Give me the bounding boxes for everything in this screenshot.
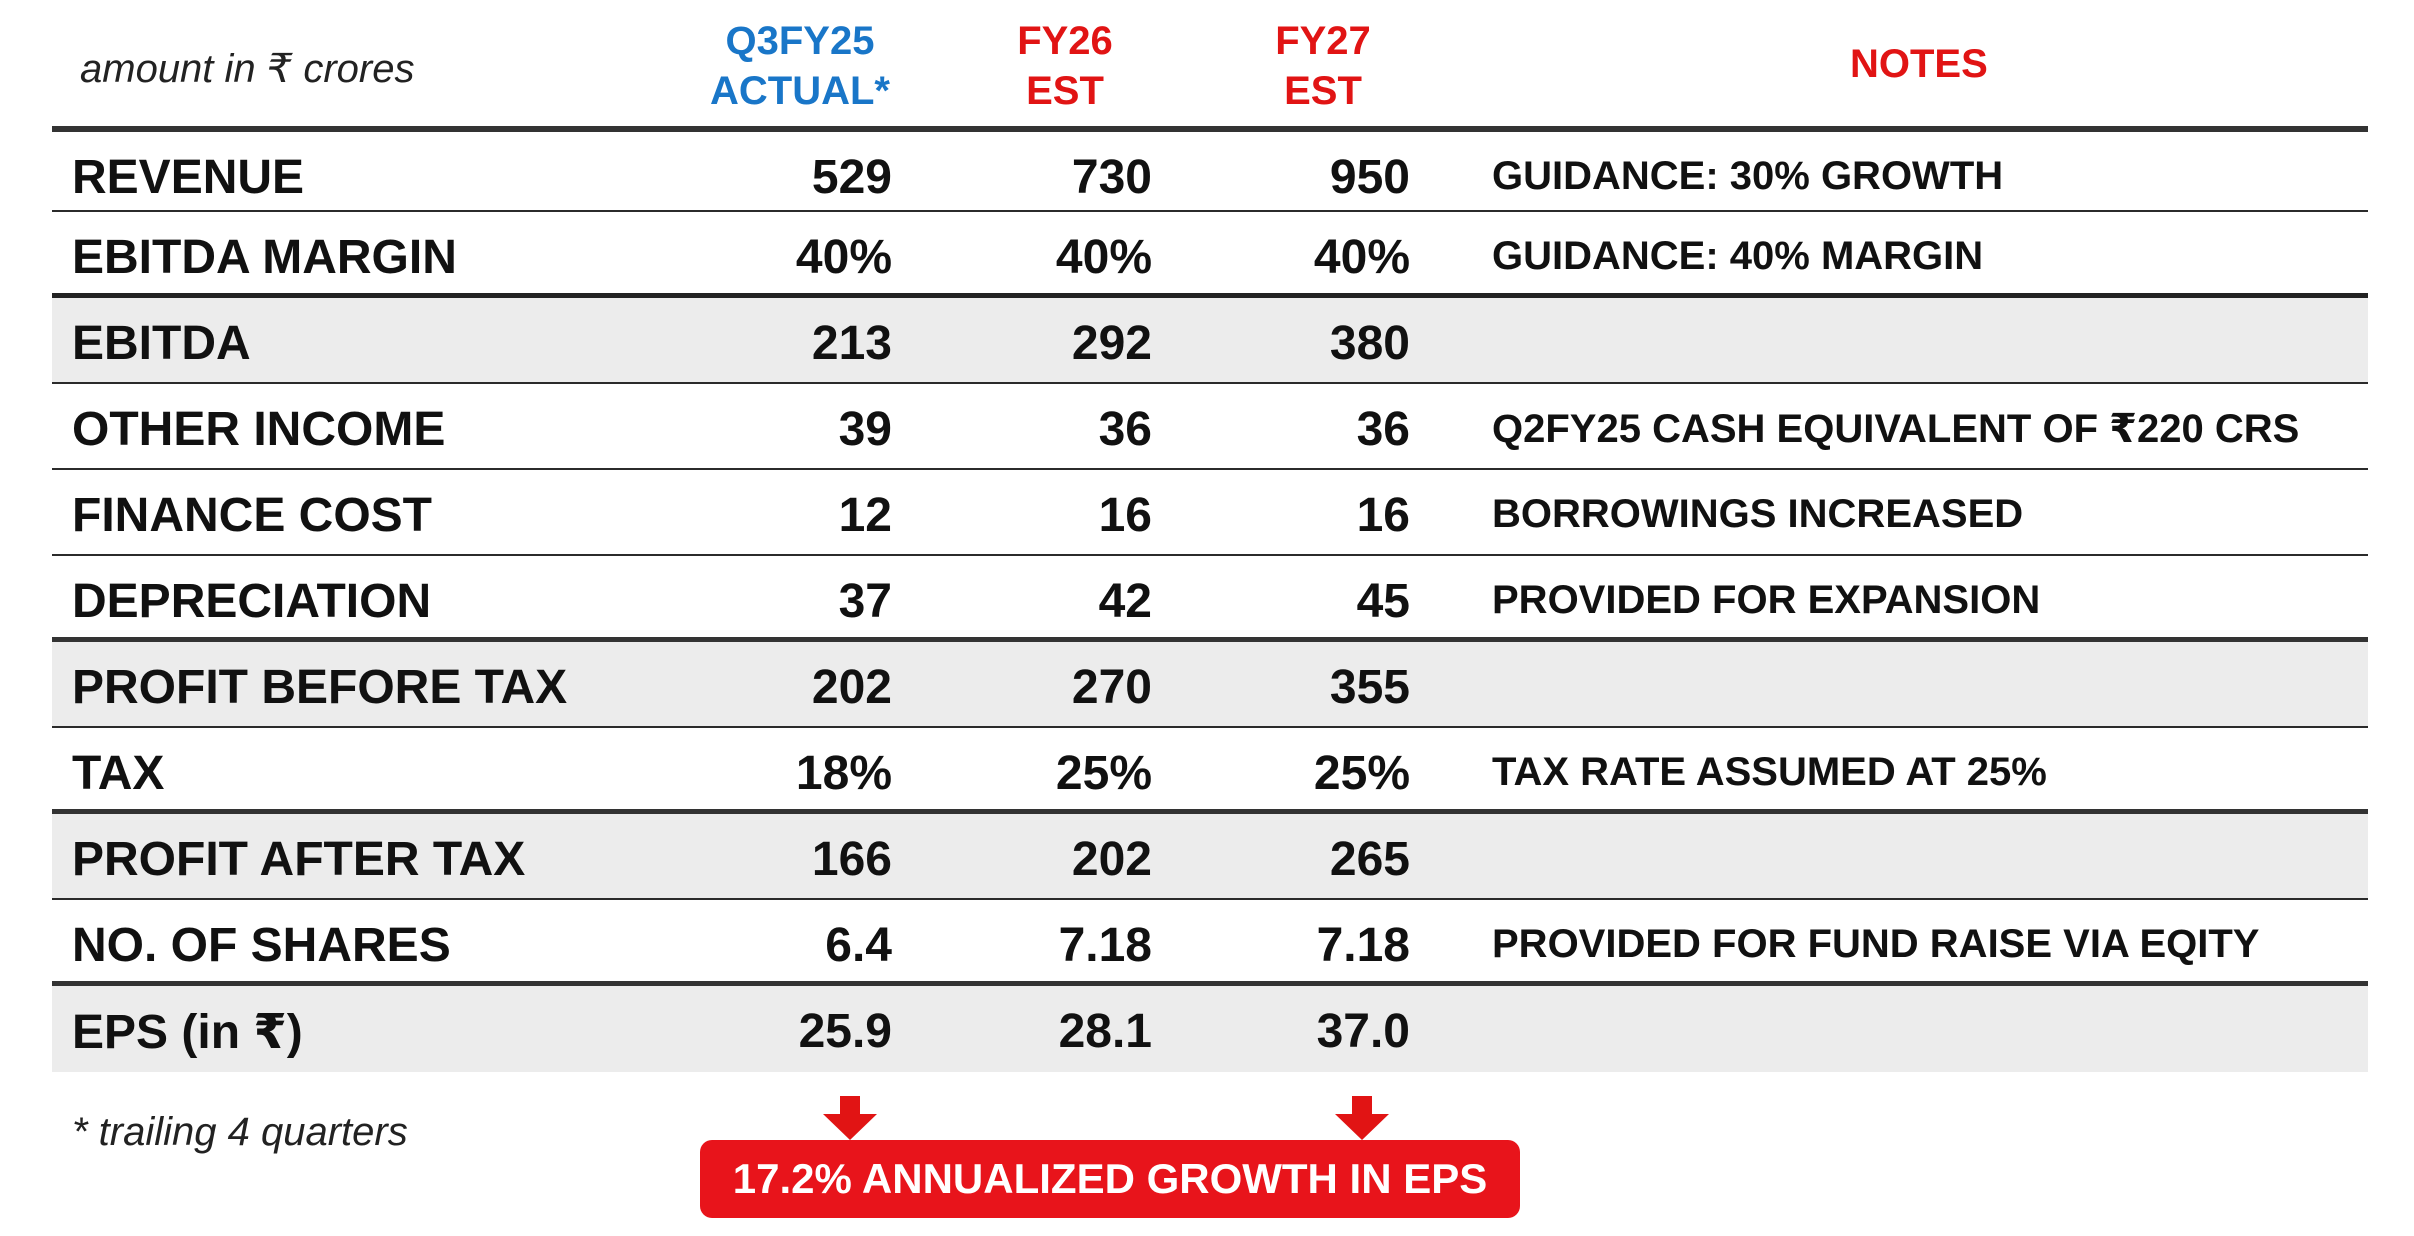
cell-fy26: 292 — [1071, 317, 1152, 370]
cell-q3fy25: 529 — [811, 151, 892, 204]
cell-note: PROVIDED FOR EXPANSION — [1492, 578, 2041, 622]
cell-note: BORROWINGS INCREASED — [1492, 492, 2024, 536]
row-label: REVENUE — [72, 151, 305, 204]
row-label: NO. OF SHARES — [72, 919, 451, 972]
column-header-line: EST — [1284, 69, 1362, 113]
cell-fy27: 40% — [1313, 231, 1410, 284]
cell-fy27: 37.0 — [1316, 1005, 1410, 1058]
table-row-revenue: REVENUE 529 730 950 GUIDANCE: 30% GROWTH — [52, 126, 2368, 212]
column-header-q3fy25-actual: Q3FY25 ACTUAL* — [670, 16, 930, 116]
row-label: DEPRECIATION — [72, 575, 432, 628]
footnote: * trailing 4 quarters — [72, 1110, 408, 1154]
cell-fy26: 28.1 — [1058, 1005, 1152, 1058]
column-header-line: ACTUAL* — [710, 69, 890, 113]
table-row-profit-after-tax: PROFIT AFTER TAX 166 202 265 — [52, 814, 2368, 900]
column-header-fy26-est: FY26 EST — [1000, 16, 1130, 116]
table-row-ebitda: EBITDA 213 292 380 — [52, 298, 2368, 384]
unit-label: amount in ₹ crores — [80, 47, 415, 91]
cell-q3fy25: 37 — [838, 575, 892, 628]
table-row-finance-cost: FINANCE COST 12 16 16 BORROWINGS INCREAS… — [52, 470, 2368, 556]
cell-note: TAX RATE ASSUMED AT 25% — [1492, 750, 2047, 794]
table-row-eps: EPS (in ₹) 25.9 28.1 37.0 — [52, 986, 2368, 1072]
cell-fy26: 40% — [1055, 231, 1152, 284]
cell-fy27: 950 — [1329, 151, 1410, 204]
row-label: EPS (in ₹) — [72, 1006, 303, 1059]
cell-fy26: 16 — [1098, 489, 1152, 542]
row-label: PROFIT AFTER TAX — [72, 833, 526, 886]
cell-fy27: 7.18 — [1316, 919, 1410, 972]
cell-note: GUIDANCE: 30% GROWTH — [1492, 154, 2004, 198]
row-label: EBITDA — [72, 317, 251, 370]
cell-fy27: 45 — [1356, 575, 1410, 628]
cell-fy26: 42 — [1098, 575, 1152, 628]
column-header-line: EST — [1026, 69, 1104, 113]
cell-fy26: 36 — [1098, 403, 1152, 456]
row-label: OTHER INCOME — [72, 403, 446, 456]
cell-fy27: 355 — [1329, 661, 1410, 714]
cell-q3fy25: 6.4 — [825, 919, 892, 972]
cell-fy27: 36 — [1356, 403, 1410, 456]
row-label: FINANCE COST — [72, 489, 432, 542]
cell-q3fy25: 40% — [795, 231, 892, 284]
eps-growth-callout: 17.2% ANNUALIZED GROWTH IN EPS — [700, 1140, 1520, 1218]
column-header-fy27-est: FY27 EST — [1258, 16, 1388, 116]
table-row-depreciation: DEPRECIATION 37 42 45 PROVIDED FOR EXPAN… — [52, 556, 2368, 642]
cell-note: PROVIDED FOR FUND RAISE VIA EQITY — [1492, 922, 2260, 966]
cell-fy27: 16 — [1356, 489, 1410, 542]
table-row-other-income: OTHER INCOME 39 36 36 Q2FY25 CASH EQUIVA… — [52, 384, 2368, 470]
column-header-line: Q3FY25 — [725, 19, 875, 63]
cell-fy27: 25% — [1313, 747, 1410, 800]
table-row-ebitda-margin: EBITDA MARGIN 40% 40% 40% GUIDANCE: 40% … — [52, 212, 2368, 298]
cell-q3fy25: 12 — [838, 489, 892, 542]
cell-q3fy25: 39 — [838, 403, 892, 456]
row-label: TAX — [72, 747, 165, 800]
column-header-notes: NOTES — [1850, 42, 1988, 86]
cell-q3fy25: 202 — [811, 661, 892, 714]
column-header-line: FY27 — [1275, 19, 1371, 63]
cell-q3fy25: 213 — [811, 317, 892, 370]
cell-note: GUIDANCE: 40% MARGIN — [1492, 234, 1984, 278]
cell-q3fy25: 25.9 — [798, 1005, 892, 1058]
cell-fy26: 202 — [1071, 833, 1152, 886]
cell-q3fy25: 18% — [795, 747, 892, 800]
row-label: PROFIT BEFORE TAX — [72, 661, 568, 714]
financial-estimates-table: REVENUE 529 730 950 GUIDANCE: 30% GROWTH… — [52, 126, 2368, 1072]
row-label: EBITDA MARGIN — [72, 231, 457, 284]
table-row-profit-before-tax: PROFIT BEFORE TAX 202 270 355 — [52, 642, 2368, 728]
cell-fy26: 270 — [1071, 661, 1152, 714]
cell-fy26: 7.18 — [1058, 919, 1152, 972]
column-header-line: FY26 — [1017, 19, 1113, 63]
cell-fy27: 380 — [1329, 317, 1410, 370]
table-row-no-of-shares: NO. OF SHARES 6.4 7.18 7.18 PROVIDED FOR… — [52, 900, 2368, 986]
cell-note: Q2FY25 CASH EQUIVALENT OF ₹220 CRS — [1492, 407, 2300, 451]
cell-fy26: 25% — [1055, 747, 1152, 800]
cell-q3fy25: 166 — [811, 833, 892, 886]
cell-fy26: 730 — [1071, 151, 1152, 204]
cell-fy27: 265 — [1329, 833, 1410, 886]
table-row-tax: TAX 18% 25% 25% TAX RATE ASSUMED AT 25% — [52, 728, 2368, 814]
